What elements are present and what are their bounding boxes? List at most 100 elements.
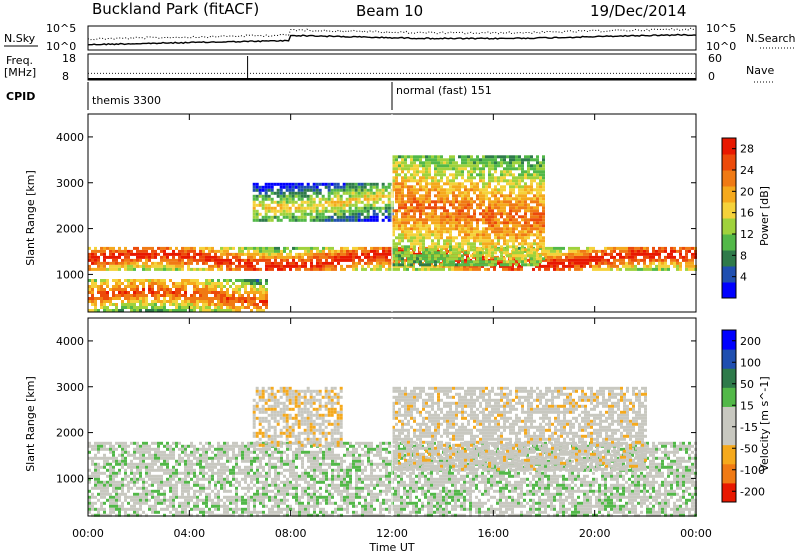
heatmap-cell (250, 444, 253, 448)
heatmap-cell (361, 252, 364, 256)
heatmap-cell (261, 185, 265, 189)
heatmap-cell (291, 197, 295, 201)
heatmap-cell (166, 441, 169, 445)
heatmap-cell (485, 161, 488, 165)
heatmap-cell (440, 227, 443, 231)
heatmap-cell (322, 264, 325, 268)
heatmap-cell (273, 215, 277, 219)
heatmap-cell (485, 230, 488, 234)
heatmap-cell (288, 194, 292, 198)
heatmap-cell (419, 233, 422, 237)
heatmap-cell (112, 444, 115, 448)
heatmap-cell (410, 251, 413, 255)
heatmap-cell (112, 291, 115, 294)
heatmap-cell (100, 447, 103, 451)
heatmap-cell (247, 441, 250, 445)
heatmap-cell (437, 170, 440, 174)
heatmap-cell (235, 477, 238, 481)
heatmap-cell (398, 257, 401, 261)
heatmap-cell (601, 267, 604, 271)
heatmap-cell (559, 261, 562, 265)
heatmap-cell (473, 242, 476, 246)
heatmap-cell (190, 297, 193, 300)
heatmap-cell (235, 459, 238, 463)
heatmap-cell (488, 206, 491, 210)
heatmap-cell (536, 260, 539, 264)
heatmap-cell (166, 261, 169, 265)
heatmap-cell (91, 300, 94, 303)
heatmap-cell (496, 261, 499, 265)
heatmap-cell (169, 504, 172, 508)
heatmap-cell (503, 221, 506, 225)
heatmap-cell (436, 267, 439, 271)
heatmap-cell (530, 257, 533, 261)
heatmap-cell (109, 447, 112, 451)
heatmap-cell (517, 261, 520, 265)
heatmap-cell (384, 188, 388, 192)
heatmap-cell (482, 239, 485, 243)
heatmap-cell (440, 236, 443, 240)
heatmap-cell (208, 444, 211, 448)
heatmap-cell (106, 468, 109, 472)
heatmap-cell (442, 246, 445, 250)
heatmap-cell (208, 474, 211, 478)
heatmap-cell (88, 468, 91, 472)
heatmap-cell (232, 255, 235, 259)
heatmap-cell (476, 254, 479, 258)
heatmap-cell (506, 200, 509, 204)
heatmap-cell (410, 158, 413, 162)
heatmap-cell (524, 188, 527, 192)
heatmap-cell (481, 252, 484, 256)
heatmap-cell (166, 309, 169, 312)
heatmap-cell (316, 261, 319, 265)
heatmap-cell (163, 492, 166, 496)
heatmap-cell (580, 252, 583, 256)
heatmap-cell (449, 167, 452, 171)
heatmap-cell (404, 161, 407, 165)
heatmap-cell (491, 173, 494, 177)
heatmap-cell (334, 249, 337, 253)
heatmap-cell (334, 267, 337, 271)
heatmap-cell (479, 236, 482, 240)
heatmap-cell (315, 215, 319, 219)
heatmap-cell (515, 251, 518, 255)
heatmap-cell (619, 261, 622, 265)
heatmap-cell (422, 173, 425, 177)
heatmap-cell (455, 182, 458, 186)
heatmap-cell (467, 170, 470, 174)
heatmap-cell (187, 267, 190, 271)
heatmap-cell (112, 294, 115, 297)
heatmap-cell (208, 513, 211, 517)
heatmap-cell (208, 252, 211, 256)
heatmap-cell (445, 264, 448, 268)
heatmap-cell (106, 279, 109, 282)
heatmap-cell (497, 176, 500, 180)
heatmap-cell (494, 233, 497, 237)
heatmap-cell (211, 513, 214, 517)
heatmap-cell (333, 203, 337, 207)
heatmap-cell (613, 258, 616, 262)
heatmap-cell (340, 264, 343, 268)
heatmap-cell (673, 261, 676, 265)
heatmap-cell (401, 194, 404, 198)
heatmap-cell (443, 173, 446, 177)
heatmap-cell (491, 203, 494, 207)
heatmap-cell (400, 246, 403, 250)
heatmap-cell (279, 206, 283, 210)
heatmap-cell (398, 263, 401, 267)
heatmap-cell (446, 236, 449, 240)
heatmap-cell (88, 441, 91, 445)
heatmap-cell (401, 236, 404, 240)
heatmap-cell (306, 182, 310, 186)
heatmap-cell (315, 191, 319, 195)
heatmap-cell (394, 264, 397, 268)
heatmap-cell (244, 453, 247, 457)
heatmap-cell (157, 291, 160, 294)
heatmap-cell (479, 200, 482, 204)
heatmap-cell (395, 254, 398, 258)
heatmap-cell (619, 249, 622, 253)
heatmap-cell (235, 501, 238, 505)
heatmap-cell (157, 441, 160, 445)
heatmap-cell (336, 212, 340, 216)
heatmap-cell (202, 309, 205, 312)
